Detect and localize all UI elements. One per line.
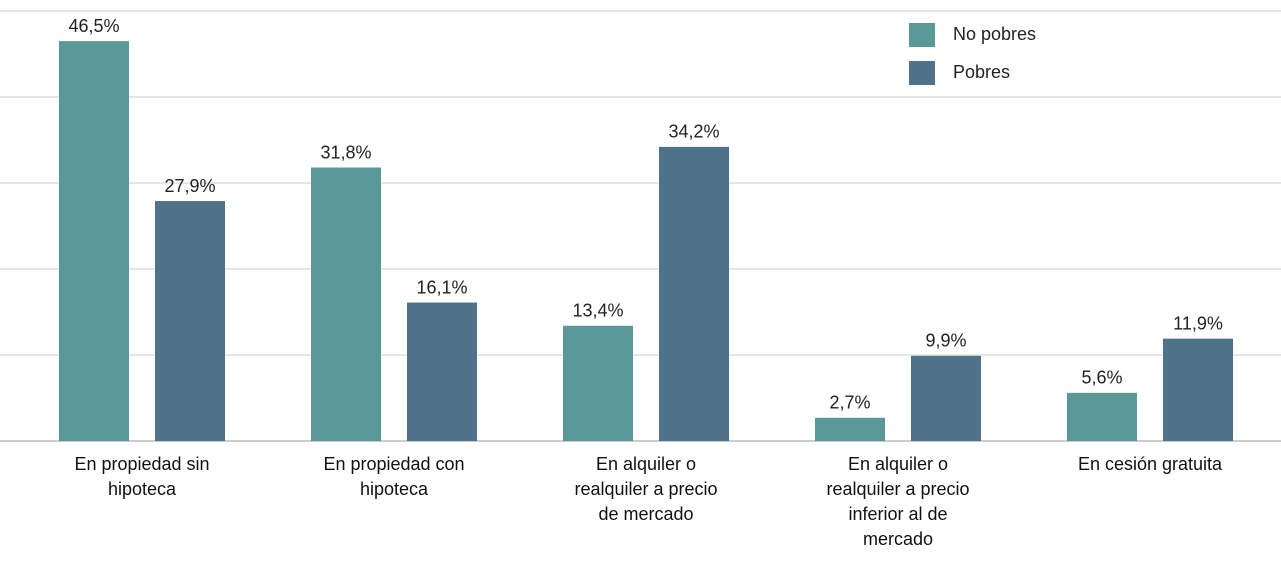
legend-swatch: [909, 23, 935, 47]
data-label: 46,5%: [68, 16, 119, 36]
x-tick-label: En propiedad con hipoteca: [323, 454, 465, 499]
bar: [563, 325, 633, 441]
bar: [407, 302, 477, 441]
bar: [311, 167, 381, 441]
bar: [1067, 392, 1137, 441]
legend-label: Pobres: [953, 62, 1010, 82]
legend-label: No pobres: [953, 24, 1036, 44]
x-tick-label: En alquiler o realquiler a precio inferi…: [826, 454, 970, 549]
data-label: 34,2%: [668, 122, 719, 142]
x-tick-label: En cesión gratuita: [1077, 454, 1223, 474]
data-label: 2,7%: [829, 393, 870, 413]
data-label: 9,9%: [925, 331, 966, 351]
bar: [659, 146, 729, 441]
legend-swatch: [909, 61, 935, 85]
data-label: 16,1%: [416, 277, 467, 297]
bar: [815, 417, 885, 441]
data-label: 11,9%: [1173, 313, 1223, 333]
bar: [59, 41, 129, 441]
data-label: 5,6%: [1081, 368, 1122, 388]
bar: [155, 201, 225, 441]
x-tick-label: En alquiler o realquiler a precio de mer…: [574, 454, 718, 524]
bar: [1163, 338, 1233, 441]
data-label: 27,9%: [164, 176, 215, 196]
data-label: 13,4%: [572, 301, 623, 321]
x-tick-label: En propiedad sin hipoteca: [74, 454, 210, 499]
data-label: 31,8%: [320, 142, 371, 162]
bar: [911, 355, 981, 441]
